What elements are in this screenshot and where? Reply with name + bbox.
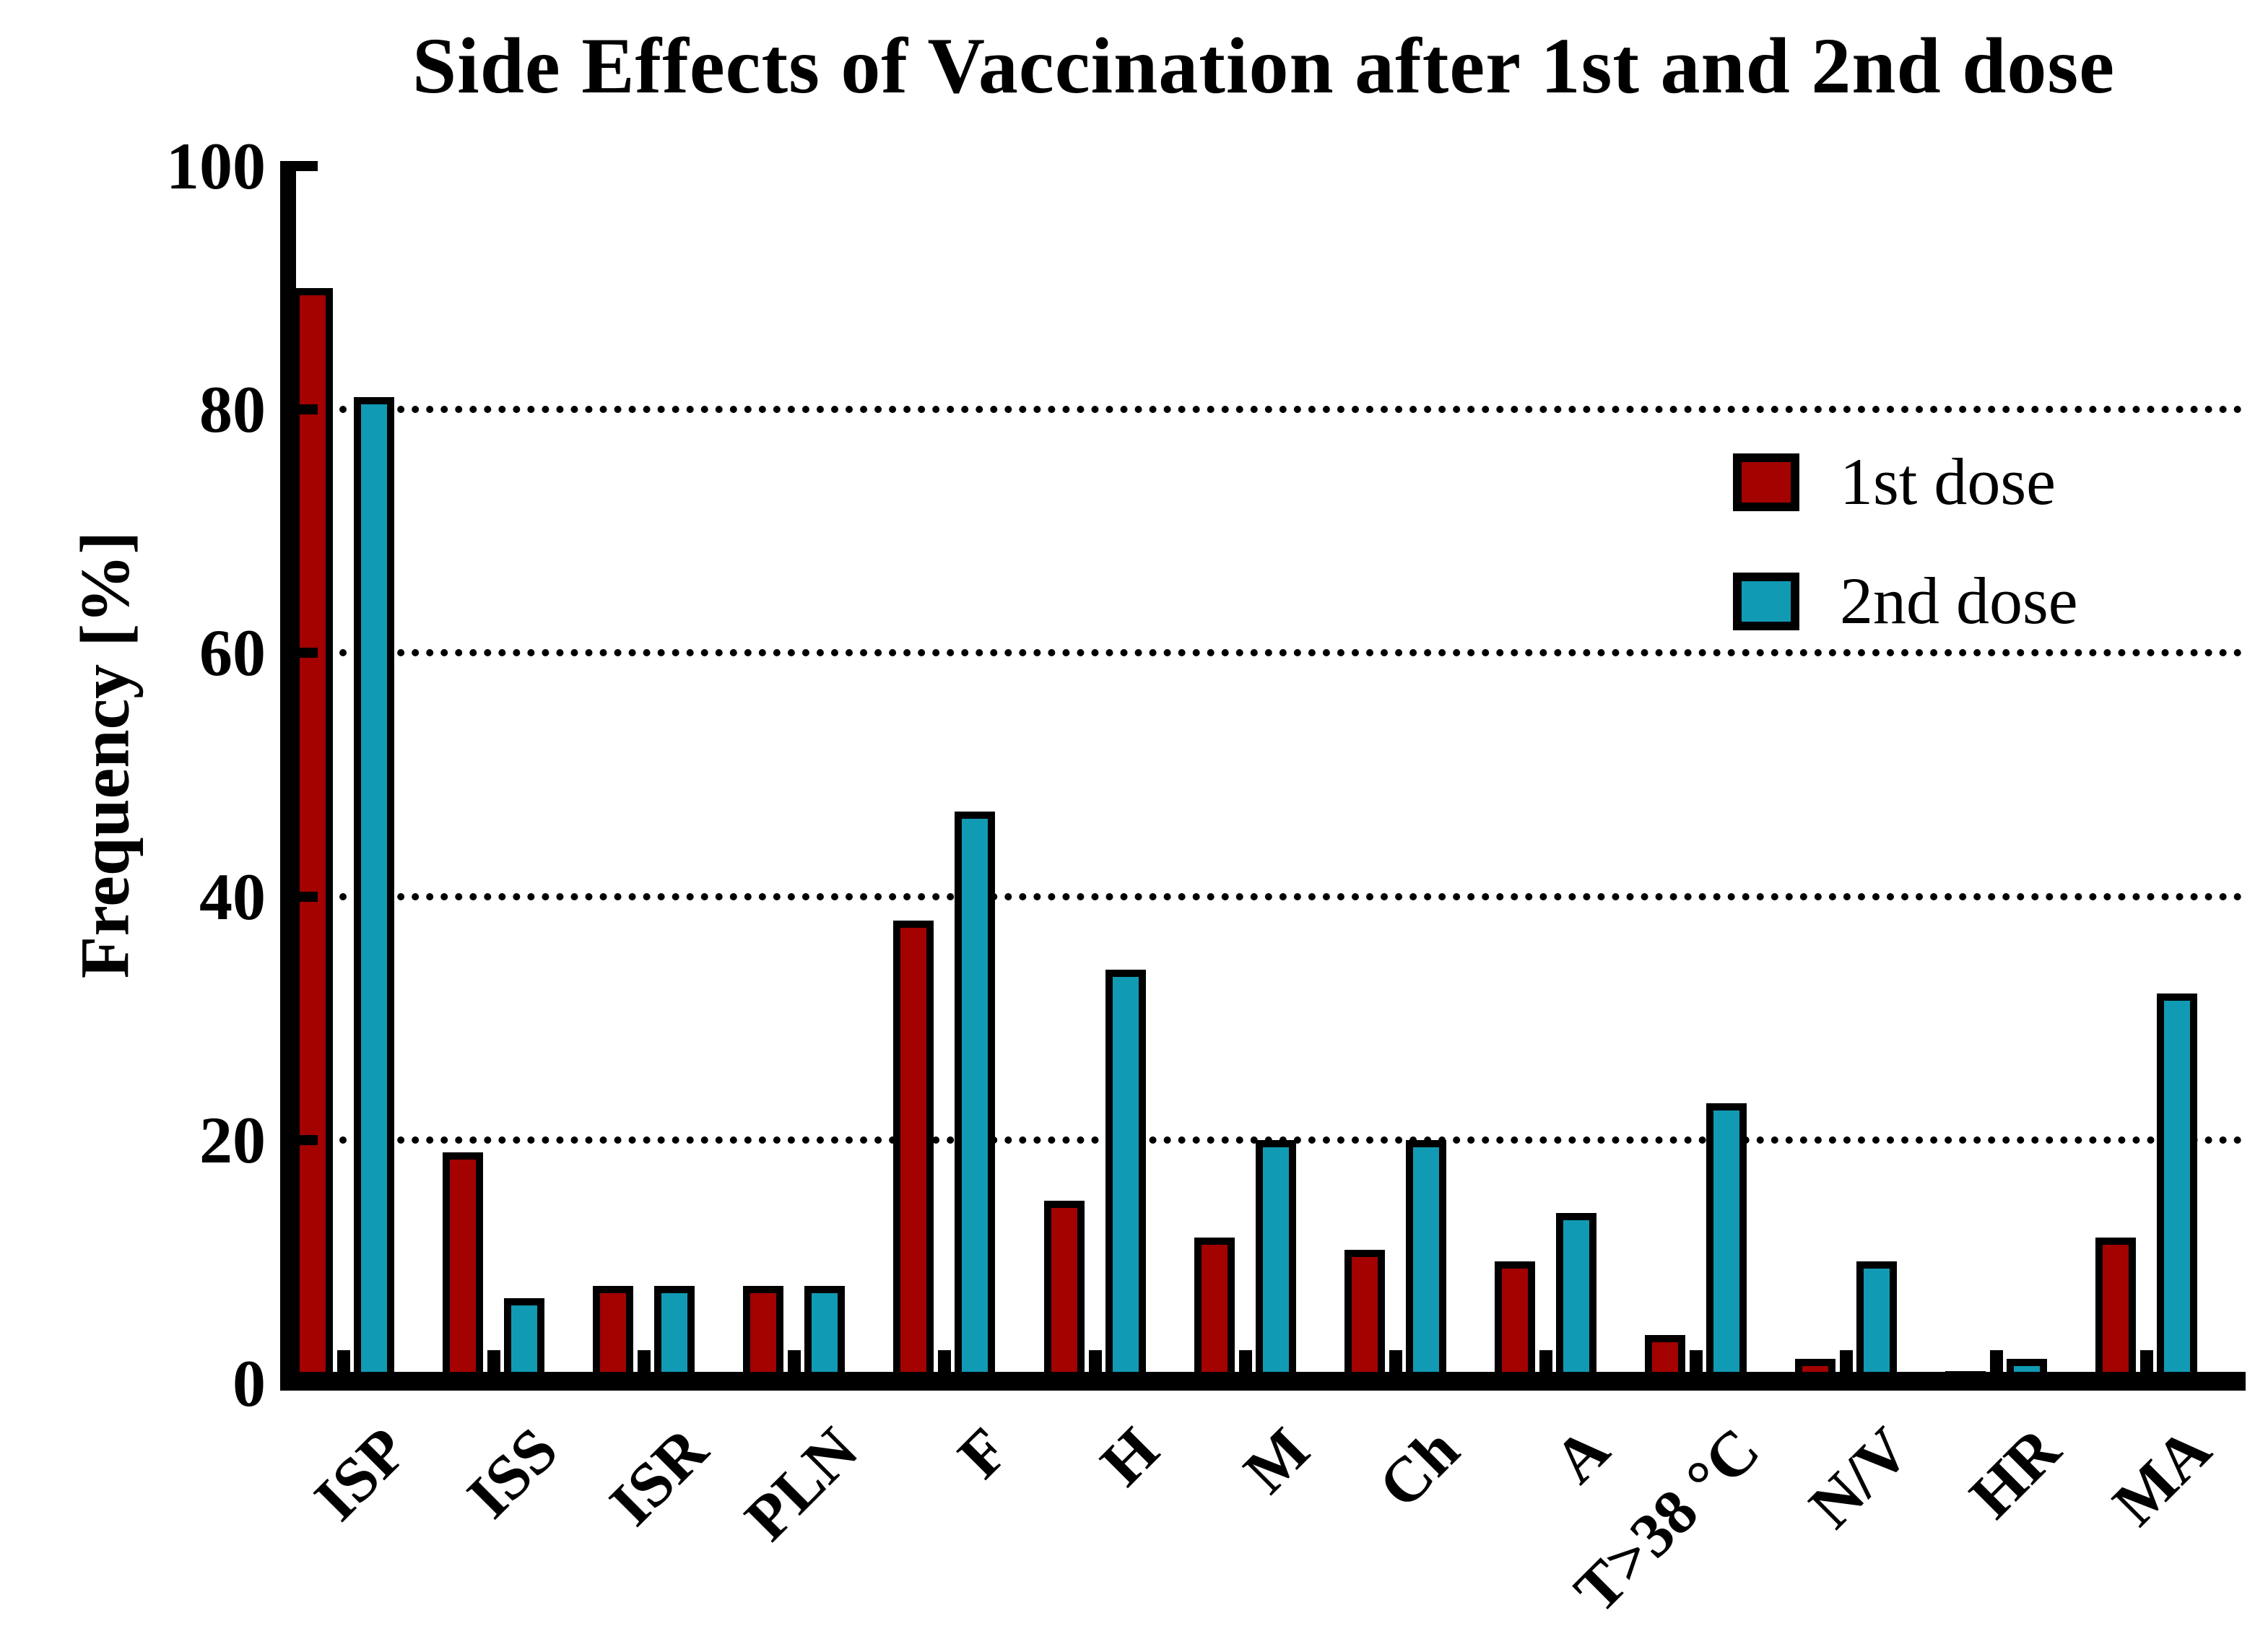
bar-2nd-dose-A xyxy=(1555,1212,1596,1388)
chart-title: Side Effects of Vaccination after 1st an… xyxy=(412,22,2116,110)
gridline-80 xyxy=(325,406,2242,414)
legend-swatch-1st-dose xyxy=(1733,453,1799,511)
gridline-40 xyxy=(325,892,2242,900)
bar-1st-dose-M xyxy=(1194,1237,1235,1388)
x-tick-label-HR: HR xyxy=(1957,1414,2074,1532)
gridline-60 xyxy=(325,649,2242,657)
x-tick-label-M: M xyxy=(1230,1414,1323,1507)
legend-label-1st-dose: 1st dose xyxy=(1840,445,2056,518)
legend-label-2nd-dose: 2nd dose xyxy=(1840,564,2078,638)
x-tick-label-MA: MA xyxy=(2099,1414,2225,1539)
y-tick-label-80: 80 xyxy=(199,373,266,447)
x-tick-label-ISS: ISS xyxy=(454,1414,572,1532)
bar-2nd-dose-F xyxy=(955,811,996,1388)
x-tick-label-A: A xyxy=(1541,1414,1623,1497)
bar-2nd-dose-ISP xyxy=(354,397,394,1388)
y-axis-label: Frequency [%] xyxy=(66,531,144,979)
bar-2nd-dose-T>38 °C xyxy=(1706,1103,1747,1388)
bar-1st-dose-MA xyxy=(2095,1237,2137,1388)
bar-2nd-dose-MA xyxy=(2157,994,2198,1388)
y-tick-label-60: 60 xyxy=(199,616,266,690)
x-tick-label-ISR: ISR xyxy=(596,1414,722,1539)
y-tick-60 xyxy=(295,648,318,658)
x-tick-label-PLN: PLN xyxy=(732,1414,872,1555)
bar-1st-dose-ISS xyxy=(443,1152,484,1388)
y-tick-20 xyxy=(295,1134,318,1145)
x-tick-label-Ch: Ch xyxy=(1365,1414,1473,1522)
bar-2nd-dose-M xyxy=(1255,1139,1296,1388)
x-tick-label-F: F xyxy=(944,1414,1022,1492)
y-tick-label-40: 40 xyxy=(199,859,266,934)
bar-1st-dose-ISP xyxy=(292,287,333,1388)
y-tick-label-100: 100 xyxy=(166,129,266,203)
bar-1st-dose-A xyxy=(1494,1261,1535,1388)
y-tick-100 xyxy=(295,161,318,171)
x-axis-line xyxy=(280,1372,2246,1391)
legend-swatch-2nd-dose xyxy=(1733,573,1799,630)
x-tick-label-N/V: N/V xyxy=(1796,1414,1924,1542)
bar-1st-dose-H xyxy=(1043,1201,1085,1388)
x-tick-label-H: H xyxy=(1087,1414,1173,1500)
y-tick-80 xyxy=(295,404,318,415)
y-axis-line xyxy=(280,161,296,1391)
y-tick-label-20: 20 xyxy=(199,1103,266,1177)
bar-1st-dose-Ch xyxy=(1344,1249,1385,1388)
bar-2nd-dose-N/V xyxy=(1856,1261,1897,1388)
bar-2nd-dose-H xyxy=(1105,969,1146,1388)
bar-1st-dose-F xyxy=(893,921,934,1388)
bar-1st-dose-PLN xyxy=(743,1286,784,1388)
y-tick-40 xyxy=(295,891,318,902)
y-tick-label-0: 0 xyxy=(233,1347,266,1420)
x-tick-label-ISP: ISP xyxy=(301,1414,422,1534)
bar-2nd-dose-Ch xyxy=(1405,1139,1446,1388)
